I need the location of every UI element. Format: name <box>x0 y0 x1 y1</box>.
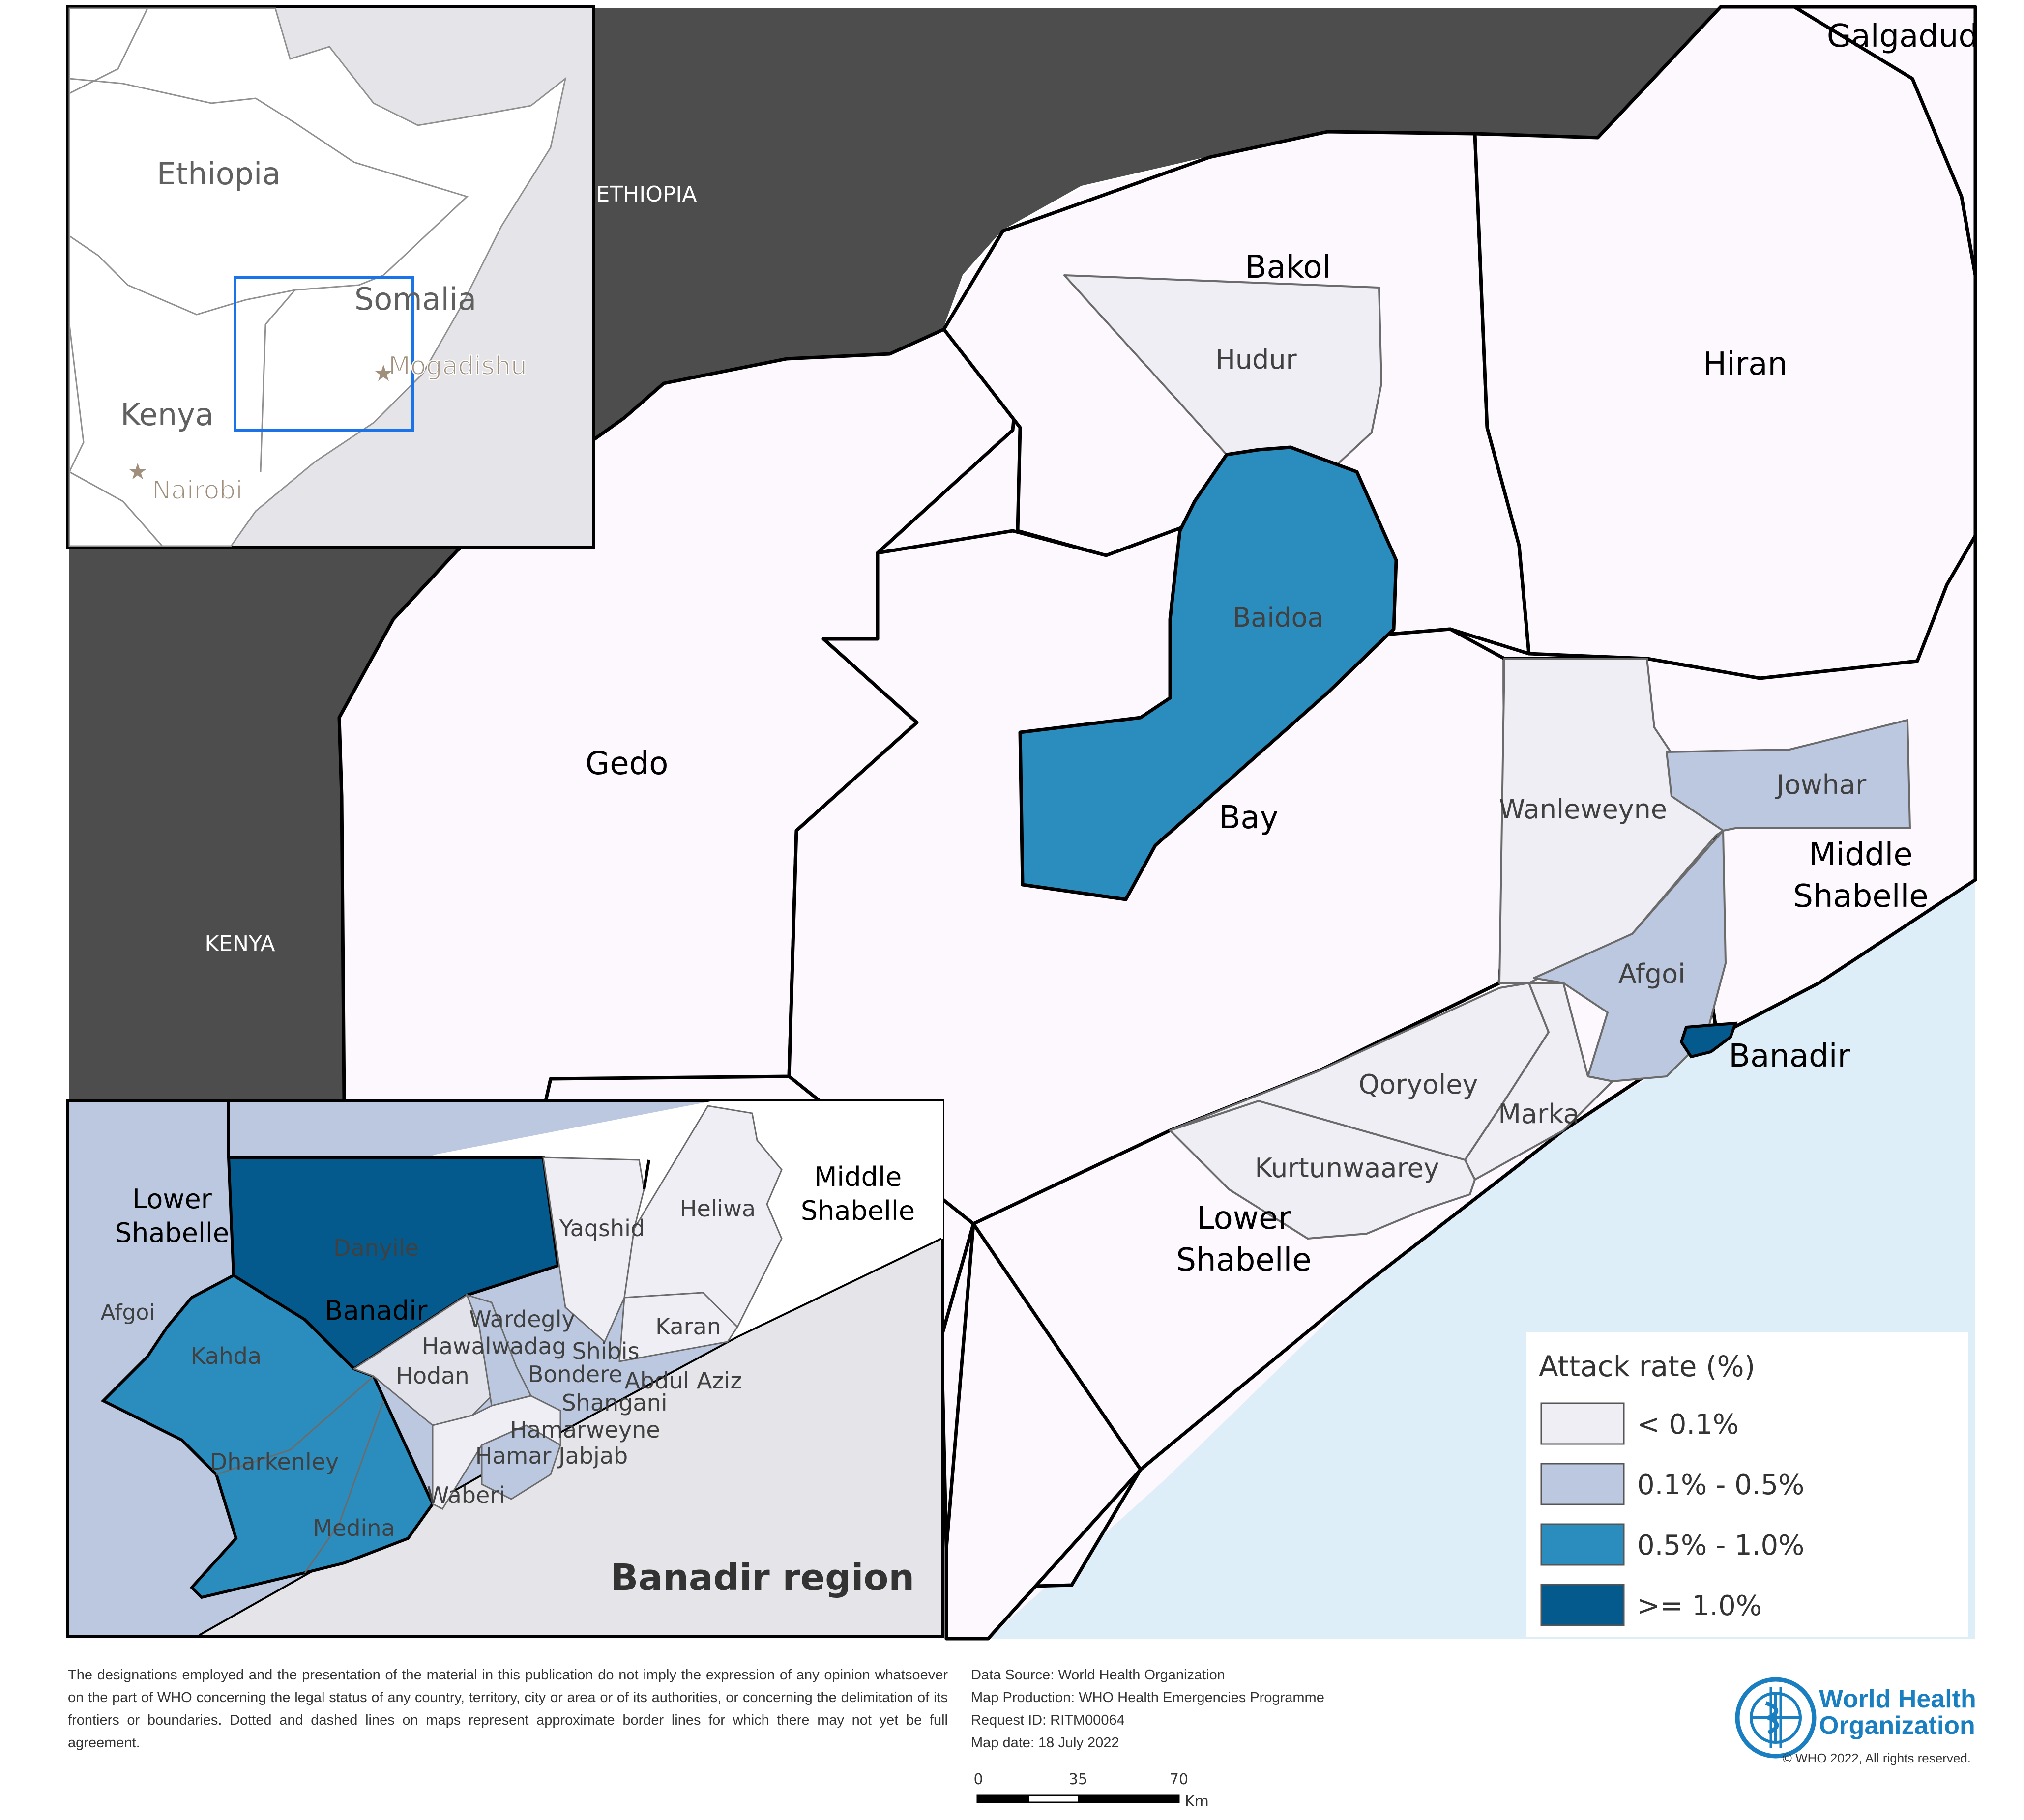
map-date: Map date: 18 July 2022 <box>971 1735 1119 1751</box>
legend-swatch <box>1540 1402 1625 1445</box>
label-inset-afgoi: Afgoi <box>100 1300 155 1325</box>
banadir-inset-title: Banadir region <box>611 1557 914 1599</box>
label-region-lower-shabelle-1: Lower <box>1197 1200 1291 1237</box>
label-inset-hamarweyne: Hamarweyne <box>510 1416 660 1443</box>
label-region-hiran: Hiran <box>1703 346 1788 382</box>
label-region-bay: Bay <box>1219 800 1279 836</box>
label-region-banadir: Banadir <box>1729 1038 1850 1074</box>
legend-label: >= 1.0% <box>1637 1590 1762 1622</box>
inset-district-waberi <box>432 1395 561 1510</box>
who-logo-icon <box>1735 1677 1817 1759</box>
label-district-qoryoley: Qoryoley <box>1359 1069 1478 1100</box>
who-name-line-1: World Health <box>1819 1685 1976 1713</box>
inset-district-heliwa <box>623 1105 783 1329</box>
label-inset-medina: Medina <box>313 1515 395 1541</box>
overview-extent-box <box>234 276 414 432</box>
label-district-kurtunwaarey: Kurtunwaarey <box>1255 1153 1439 1184</box>
label-inset-shibis: Shibis <box>572 1338 639 1364</box>
legend-label: < 0.1% <box>1637 1409 1739 1441</box>
label-inset-lower-shabelle-1: Lower <box>132 1184 212 1214</box>
label-district-marka: Marka <box>1498 1098 1579 1129</box>
label-inset-kahda: Kahda <box>191 1343 262 1369</box>
scale-label-35: 35 <box>1069 1771 1087 1788</box>
region-galgadud <box>1792 5 1977 277</box>
label-inset-yaqshid: Yaqshid <box>559 1215 645 1242</box>
label-inset-heliwa: Heliwa <box>680 1195 756 1222</box>
scale-label-70: 70 <box>1170 1771 1188 1788</box>
label-ethiopia-neighbour: ETHIOPIA <box>596 182 697 207</box>
label-inset-bondere: Bondere <box>528 1361 623 1387</box>
district-kurtunwaarey <box>1169 1100 1476 1240</box>
legend-swatch <box>1540 1523 1625 1566</box>
label-inset-hodan: Hodan <box>396 1362 469 1389</box>
label-kenya-neighbour: KENYA <box>205 931 275 956</box>
request-id: Request ID: RITM00064 <box>971 1712 1125 1728</box>
scale-bar: 0 35 70 Km <box>973 1771 1208 1810</box>
label-inset-abdul-aziz: Abdul Aziz <box>625 1367 742 1394</box>
label-district-afgoi: Afgoi <box>1618 958 1685 989</box>
legend-swatch <box>1540 1584 1625 1626</box>
who-wordmark: World Health Organization <box>1819 1686 1976 1739</box>
district-jowhar <box>1666 719 1911 832</box>
label-overview-somalia: Somalia <box>354 281 476 317</box>
label-inset-middle-shabelle-1: Middle <box>814 1161 902 1192</box>
data-source: Data Source: World Health Organization <box>971 1667 1225 1683</box>
legend-label: 0.1% - 0.5% <box>1637 1469 1804 1501</box>
district-wanleweyne <box>1498 658 1724 984</box>
label-overview-ethiopia: Ethiopia <box>157 156 281 192</box>
star-icon: ★ <box>373 360 393 386</box>
district-marka <box>1464 982 1613 1181</box>
label-region-galgadud: Galgadud <box>1827 18 1978 55</box>
legend-label: 0.5% - 1.0% <box>1637 1530 1804 1561</box>
who-name-line-2: Organization <box>1819 1711 1975 1740</box>
scale-unit: Km <box>1185 1793 1209 1810</box>
copyright: © WHO 2022, All rights reserved. <box>1782 1751 1971 1765</box>
label-region-middle-shabelle-1: Middle <box>1809 837 1912 873</box>
label-region-middle-shabelle-2: Shabelle <box>1793 878 1928 915</box>
label-inset-wardegly: Wardegly <box>469 1306 575 1332</box>
label-inset-hamar-jabjab: Hamar Jabjab <box>475 1443 628 1469</box>
label-inset-hawalwadag: Hawalwadag <box>422 1333 566 1359</box>
label-district-hudur: Hudur <box>1215 344 1297 375</box>
label-district-jowhar: Jowhar <box>1775 769 1867 800</box>
overview-inset: Ethiopia Somalia Kenya Mogadishu Nairobi… <box>66 5 595 549</box>
legend-swatch <box>1540 1463 1625 1505</box>
legend: Attack rate (%) < 0.1% 0.1% - 0.5% 0.5% - … <box>1526 1332 1968 1637</box>
label-district-baidoa: Baidoa <box>1232 602 1324 633</box>
district-banadir-main <box>1679 1021 1738 1059</box>
district-baidoa <box>1018 445 1398 901</box>
map-metadata: Data Source: World Health Organization M… <box>971 1664 1324 1754</box>
label-overview-mogadishu: Mogadishu <box>388 351 527 381</box>
scale-label-0: 0 <box>973 1771 983 1788</box>
inset-district-karan <box>618 1292 738 1362</box>
label-overview-nairobi: Nairobi <box>152 476 243 505</box>
label-inset-middle-shabelle-2: Shabelle <box>801 1195 915 1226</box>
label-inset-danyile: Danyile <box>333 1235 419 1261</box>
label-inset-karan: Karan <box>655 1313 721 1340</box>
star-icon: ★ <box>127 458 147 485</box>
legend-title: Attack rate (%) <box>1539 1350 1755 1383</box>
label-region-lower-shabelle-2: Shabelle <box>1176 1242 1311 1278</box>
map-production: Map Production: WHO Health Emergencies P… <box>971 1690 1324 1705</box>
label-district-wanleweyne: Wanleweyne <box>1499 794 1667 825</box>
label-inset-shangani: Shangani <box>561 1389 667 1416</box>
banadir-inset: Lower Shabelle Middle Shabelle Banadir A… <box>66 1099 944 1638</box>
label-inset-dharkenley: Dharkenley <box>210 1448 339 1475</box>
label-region-gedo: Gedo <box>586 746 669 782</box>
label-region-bakol: Bakol <box>1245 249 1331 286</box>
disclaimer-text: The designations employed and the presen… <box>68 1667 948 1751</box>
label-inset-waberi: Waberi <box>427 1482 505 1508</box>
label-overview-kenya: Kenya <box>120 397 214 433</box>
label-inset-lower-shabelle-2: Shabelle <box>115 1217 229 1248</box>
region-kenya-border-gap <box>944 1222 1143 1641</box>
label-inset-banadir: Banadir <box>325 1295 428 1326</box>
